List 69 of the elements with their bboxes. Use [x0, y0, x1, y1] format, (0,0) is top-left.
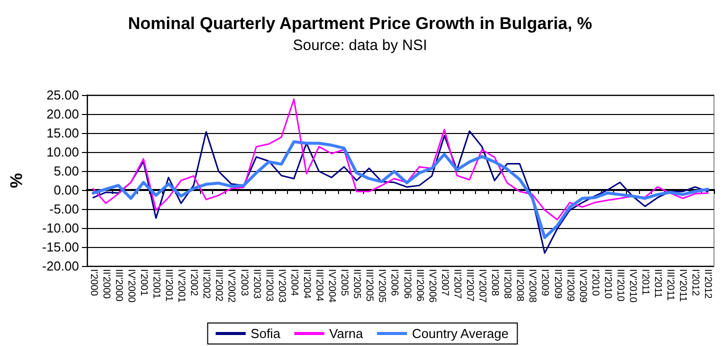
x-tick-label: III'2008 [514, 269, 526, 302]
y-tick-label: 5.00 [54, 164, 79, 178]
x-tick-label: I'2002 [188, 269, 200, 296]
x-tick-label: II'2002 [200, 269, 212, 300]
x-tick-label: III'2009 [564, 269, 576, 302]
x-tick-label: IV'2006 [426, 269, 438, 304]
x-tick-label: I'2008 [489, 269, 500, 296]
x-tick-label: II'2001 [150, 269, 162, 300]
y-axis-title: % [7, 172, 26, 188]
x-tick-label: I'2003 [238, 269, 250, 296]
x-tick-label: III'2005 [364, 269, 375, 302]
x-tick-label: III'2011 [664, 269, 676, 302]
x-tick-label: II'2011 [652, 269, 664, 298]
x-tick-label: I'2006 [388, 269, 400, 296]
y-tick-label: -15.00 [42, 240, 79, 254]
x-tick-label: IV'2009 [576, 269, 588, 304]
x-tick-label: II'2003 [250, 269, 262, 300]
x-tick-label: I'2010 [589, 269, 600, 296]
y-tick-label: -5.00 [49, 202, 79, 216]
x-tick-label: I'2009 [539, 269, 550, 296]
x-tick-label: II'2004 [300, 269, 312, 300]
x-tick-label: II'2005 [351, 269, 362, 300]
x-tick-label: III'2006 [414, 269, 425, 302]
y-tick-label: 25.00 [46, 88, 79, 102]
x-tick-label: I'2005 [338, 269, 350, 296]
y-tick-label: 0.00 [54, 182, 79, 198]
x-tick-label: II'2006 [401, 269, 412, 300]
x-tick-label: IV'2008 [526, 269, 538, 304]
x-tick-label: III'2004 [313, 269, 324, 302]
x-tick-label: IV'2000 [125, 269, 136, 304]
x-tick-label: IV'2010 [626, 269, 638, 304]
x-tick-label: II'2012 [702, 269, 714, 300]
y-tick-label: 15.00 [46, 126, 79, 140]
x-tick-label: II'2009 [552, 269, 563, 300]
chart-title: Nominal Quarterly Apartment Price Growth in Bulgaria, % [128, 14, 592, 33]
x-tick-label: III'2001 [163, 269, 174, 302]
x-tick-label: III'2002 [213, 269, 224, 302]
x-tick-label: I'2001 [138, 269, 149, 296]
legend-label: Sofia [250, 326, 282, 341]
x-tick-label: III'2000 [112, 269, 124, 302]
x-tick-label: II'2007 [451, 269, 462, 300]
chart-subtitle: Source: data by NSI [292, 37, 428, 54]
line-series [92, 140, 710, 239]
line-series [92, 130, 708, 254]
x-tick-label: III'2010 [614, 269, 626, 302]
x-tick-label: II'2000 [100, 269, 112, 300]
x-tick-label: III'2003 [263, 269, 274, 302]
x-tick-label: IV'2007 [476, 269, 488, 304]
legend-label: Varna [329, 326, 364, 341]
legend-label: Country Average [412, 326, 509, 341]
y-tick-label: 20.00 [46, 106, 79, 122]
x-tick-label: IV'2001 [176, 269, 187, 304]
x-tick-label: IV'2003 [276, 269, 287, 304]
x-tick-label: II'2008 [502, 269, 513, 300]
x-tick-label: I'2000 [88, 269, 99, 296]
x-tick-label: IV'2004 [326, 269, 338, 304]
y-tick-label: -10.00 [42, 220, 79, 236]
x-tick-label: I'2004 [288, 269, 300, 296]
x-tick-label: I'2007 [438, 269, 450, 296]
x-tick-label: III'2007 [464, 269, 475, 302]
y-tick-label: -20.00 [42, 258, 79, 274]
x-tick-label: I'2012 [690, 269, 701, 296]
y-tick-label: 10.00 [46, 144, 79, 160]
x-tick-label: IV'2005 [376, 269, 388, 304]
x-tick-label: IV'2002 [226, 269, 237, 304]
line-series [92, 98, 708, 220]
x-tick-label: I'2011 [640, 269, 651, 296]
x-tick-label: II'2010 [602, 269, 613, 300]
x-tick-label: IV'2011 [677, 269, 688, 302]
